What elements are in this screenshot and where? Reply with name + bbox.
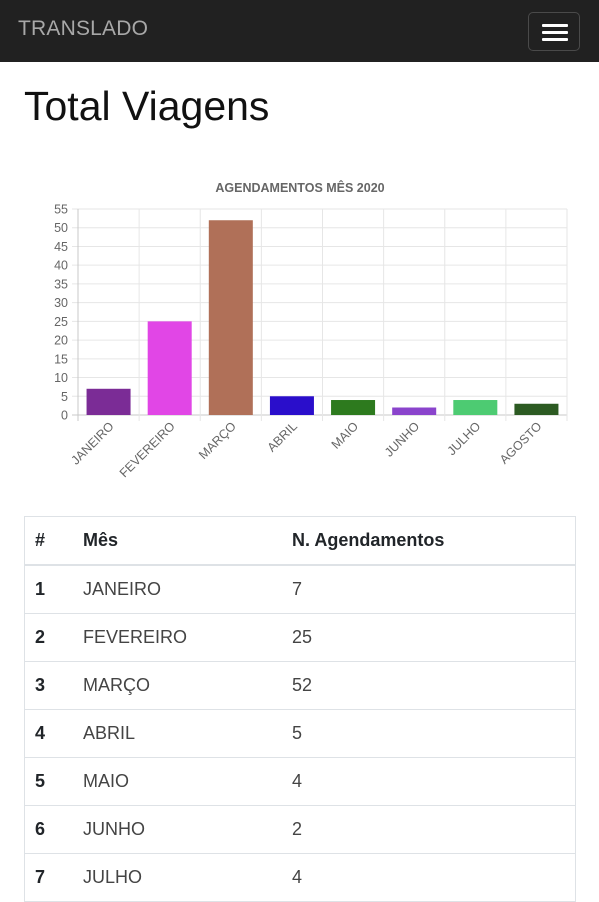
y-tick-label: 0 [61, 409, 68, 423]
chart-y-axis: 0 5 10 15 20 25 30 35 40 45 50 55 [54, 203, 68, 423]
table-row: 5 MAIO 4 [25, 757, 575, 806]
x-tick-label: AGOSTO [497, 419, 545, 467]
y-tick-label: 50 [54, 221, 68, 235]
row-month: ABRIL [73, 709, 282, 758]
chart-x-axis: JANEIRO FEVEREIRO MARÇO ABRIL MAIO JUNHO JULHO… [68, 419, 544, 480]
column-header-mes: Mês [73, 517, 282, 566]
bar-agosto [514, 403, 559, 415]
row-count: 5 [282, 709, 575, 758]
navbar-brand[interactable]: TRANSLADO [18, 17, 149, 40]
y-tick-label: 5 [61, 390, 68, 404]
y-tick-label: 30 [54, 296, 68, 310]
bar-março [208, 220, 253, 415]
bar-maio [331, 400, 376, 415]
bar-chart: AGENDAMENTOS MÊS 2020 0 5 10 15 20 25 30 35 40 45… [54, 180, 568, 480]
chart-title: AGENDAMENTOS MÊS 2020 [215, 180, 384, 195]
row-month: JUNHO [73, 805, 282, 854]
bar-fevereiro [147, 321, 192, 415]
chart-grid [72, 208, 568, 421]
x-tick-label: MAIO [329, 419, 362, 452]
y-tick-label: 25 [54, 315, 68, 329]
y-tick-label: 20 [54, 334, 68, 348]
y-tick-label: 10 [54, 371, 68, 385]
row-count: 4 [282, 853, 575, 902]
row-count: 52 [282, 661, 575, 710]
column-header-agendamentos: N. Agendamentos [282, 517, 575, 566]
x-tick-label: JUNHO [382, 419, 423, 460]
row-index: 6 [25, 805, 73, 854]
row-month: JULHO [73, 853, 282, 902]
row-month: MAIO [73, 757, 282, 806]
page-title: Total Viagens [24, 83, 270, 129]
navbar-toggler-button[interactable] [528, 12, 580, 51]
agendamentos-table: # Mês N. Agendamentos 1 JANEIRO 7 2 FEVE… [25, 517, 575, 902]
column-header-index: # [25, 517, 73, 566]
y-tick-label: 40 [54, 259, 68, 273]
row-index: 2 [25, 613, 73, 662]
row-count: 4 [282, 757, 575, 806]
bar-abril [269, 396, 314, 415]
row-month: FEVEREIRO [73, 613, 282, 662]
table-row: 7 JULHO 4 [25, 853, 575, 902]
x-tick-label: FEVEREIRO [117, 419, 178, 480]
table-row: 3 MARÇO 52 [25, 661, 575, 710]
table-row: 4 ABRIL 5 [25, 709, 575, 758]
row-index: 3 [25, 661, 73, 710]
x-tick-label: JULHO [445, 419, 484, 458]
y-tick-label: 45 [54, 240, 68, 254]
row-index: 5 [25, 757, 73, 806]
y-tick-label: 15 [54, 352, 68, 366]
table-header-row: # Mês N. Agendamentos [25, 517, 575, 566]
bar-janeiro [86, 388, 131, 415]
row-count: 25 [282, 613, 575, 662]
row-month: JANEIRO [73, 565, 282, 614]
x-tick-label: MARÇO [196, 419, 239, 462]
table-row: 2 FEVEREIRO 25 [25, 613, 575, 662]
table-row: 6 JUNHO 2 [25, 805, 575, 854]
y-tick-label: 35 [54, 277, 68, 291]
agendamentos-table-container: # Mês N. Agendamentos 1 JANEIRO 7 2 FEVE… [24, 516, 576, 902]
row-count: 2 [282, 805, 575, 854]
row-count: 7 [282, 565, 575, 614]
x-tick-label: ABRIL [265, 419, 300, 454]
bar-junho [392, 407, 437, 415]
row-index: 7 [25, 853, 73, 902]
x-tick-label: JANEIRO [68, 419, 116, 467]
table-row: 1 JANEIRO 7 [25, 565, 575, 614]
y-tick-label: 55 [54, 203, 68, 217]
row-index: 1 [25, 565, 73, 614]
row-month: MARÇO [73, 661, 282, 710]
chart-bars [86, 220, 559, 415]
row-index: 4 [25, 709, 73, 758]
navbar: TRANSLADO [0, 0, 599, 62]
bar-julho [453, 400, 498, 415]
